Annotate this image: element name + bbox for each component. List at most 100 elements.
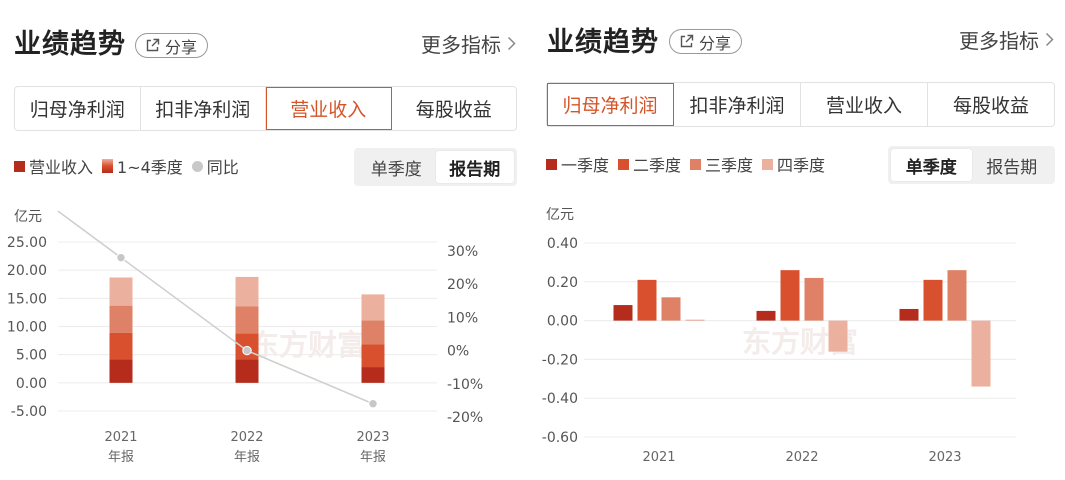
y-tick-label: 0.00 <box>16 376 47 392</box>
report-period-button[interactable]: 报告期 <box>435 151 514 183</box>
y-tick-label: 20.00 <box>7 263 47 279</box>
single-quarter-button[interactable]: 单季度 <box>891 149 972 181</box>
tab-net-profit[interactable]: 归母净利润 <box>15 87 141 130</box>
x-tick-label: 年报 <box>108 450 134 465</box>
x-tick-label: 2023 <box>356 430 389 445</box>
bar-segment <box>235 276 259 307</box>
tab-eps[interactable]: 每股收益 <box>952 95 1029 117</box>
x-tick-label: 年报 <box>234 450 260 465</box>
bar-segment <box>109 332 133 360</box>
tab-revenue[interactable]: 营业收入 <box>266 87 392 130</box>
bar <box>661 297 681 321</box>
legend-item-q4[interactable]: 四季度 <box>762 152 825 176</box>
bar-segment <box>235 359 259 383</box>
yoy-point <box>242 345 252 356</box>
bar <box>685 319 705 321</box>
single-quarter-button[interactable]: 单季度 <box>370 159 422 180</box>
legend-item-q2[interactable]: 二季度 <box>618 152 681 176</box>
share-icon <box>680 34 694 48</box>
more-metrics-label: 更多指标 <box>421 33 501 57</box>
bar <box>947 270 967 321</box>
legend-item-quarters[interactable]: 1~4季度 <box>102 154 183 178</box>
section-title: 业绩趋势 <box>547 27 659 58</box>
bar <box>756 310 776 321</box>
x-tick-label: 2021 <box>642 450 675 465</box>
share-label: 分享 <box>165 37 198 57</box>
x-tick-label: 2022 <box>785 450 818 465</box>
legend-swatch <box>546 158 557 170</box>
x-tick-label: 年报 <box>360 450 386 465</box>
y-tick-label: 25.00 <box>7 235 47 251</box>
share-button[interactable]: 分享 <box>669 29 743 54</box>
y-axis-unit: 亿元 <box>546 207 574 223</box>
chart-legend: 一季度 二季度 三季度 四季度 <box>546 152 834 176</box>
tab-deducted-net-profit[interactable]: 扣非净利润 <box>674 83 801 126</box>
y-tick-label: -0.20 <box>542 352 578 368</box>
tab-revenue[interactable]: 营业收入 <box>801 83 928 126</box>
tab-net-profit[interactable]: 归母净利润 <box>547 83 674 126</box>
legend-item-yoy[interactable]: 同比 <box>191 154 239 178</box>
y2-tick-label: 20% <box>447 277 478 293</box>
y-tick-label: 15.00 <box>7 291 47 307</box>
share-button[interactable]: 分享 <box>135 33 209 58</box>
share-icon <box>146 38 160 52</box>
legend-item-q1[interactable]: 一季度 <box>546 152 609 176</box>
legend-label: 四季度 <box>777 156 826 175</box>
bar-segment <box>109 305 133 333</box>
chevron-right-icon <box>507 36 516 51</box>
legend-swatch <box>102 159 114 173</box>
legend-swatch <box>618 158 630 170</box>
chevron-right-icon <box>1045 32 1054 47</box>
revenue-chart: 亿元 25.00 20.00 15.00 10.00 5.00 0.00 -5.00 30% 20… <box>7 209 483 465</box>
legend-item-q3[interactable]: 三季度 <box>690 152 753 176</box>
legend-label: 1~4季度 <box>117 158 183 177</box>
bar <box>828 320 848 352</box>
bar <box>780 270 800 321</box>
x-tick-label: 2021 <box>104 430 137 445</box>
y-axis-unit: 亿元 <box>14 209 42 225</box>
y-tick-label: 5.00 <box>16 348 47 364</box>
legend-swatch <box>191 160 203 172</box>
legend-label: 营业收入 <box>29 158 94 177</box>
share-label: 分享 <box>699 33 732 53</box>
period-toggle: 单季度 报告期 <box>888 146 1055 184</box>
y-tick-label: 0.40 <box>547 236 578 252</box>
y2-tick-label: -10% <box>447 377 483 393</box>
bar <box>613 305 633 321</box>
y2-tick-label: 0% <box>447 344 469 360</box>
bar-segment <box>109 359 133 383</box>
legend-swatch <box>690 158 702 170</box>
y2-tick-label: 30% <box>447 244 478 260</box>
bar-segment <box>361 320 385 345</box>
report-period-button[interactable]: 报告期 <box>986 157 1038 178</box>
bar <box>804 277 824 321</box>
more-metrics-link[interactable]: 更多指标 <box>959 25 1054 54</box>
x-tick-label: 2022 <box>230 430 263 445</box>
bar <box>637 279 657 321</box>
legend-label: 一季度 <box>561 156 610 175</box>
y2-tick-label: 10% <box>447 310 478 326</box>
bar-segment <box>361 344 385 368</box>
metric-tabs: 归母净利润 扣非净利润 营业收入 每股收益 <box>14 86 517 131</box>
panel-net-profit: 业绩趋势 分享 更多指标 归母净利润 扣非净利润 营业收入 每股收益 一季度 <box>532 0 1065 480</box>
tab-eps[interactable]: 每股收益 <box>415 99 492 121</box>
y-tick-label: -5.00 <box>11 404 47 420</box>
more-metrics-link[interactable]: 更多指标 <box>421 29 516 58</box>
section-title: 业绩趋势 <box>14 29 126 60</box>
bar-segment <box>235 306 259 334</box>
x-tick-label: 2023 <box>928 450 961 465</box>
bar-segment <box>361 294 385 321</box>
y-tick-label: -0.40 <box>542 391 578 407</box>
yoy-line <box>57 210 374 405</box>
yoy-point <box>116 252 126 263</box>
legend-label: 二季度 <box>633 156 682 175</box>
y-tick-label: 0.00 <box>547 314 578 330</box>
legend-label: 同比 <box>206 158 239 177</box>
tab-deducted-net-profit[interactable]: 扣非净利润 <box>141 87 266 130</box>
legend-item-revenue[interactable]: 营业收入 <box>14 154 93 178</box>
y-tick-label: 10.00 <box>7 320 47 336</box>
bar-segment <box>109 277 133 306</box>
legend-swatch <box>762 158 774 170</box>
legend-swatch <box>14 160 25 172</box>
